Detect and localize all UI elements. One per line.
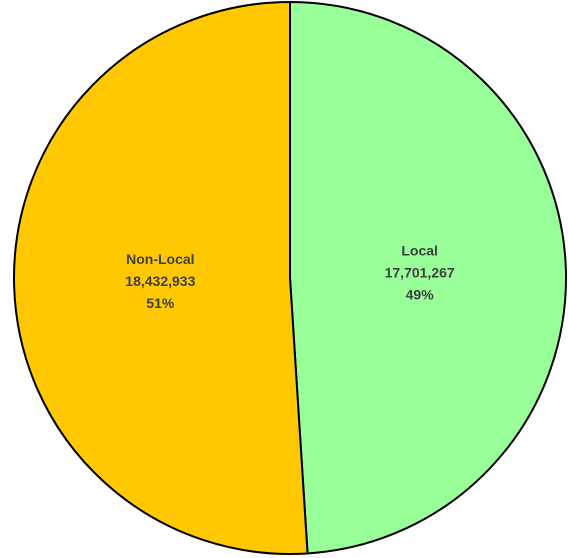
- pie-slice: [289, 1, 567, 555]
- slice-percent-label: 49%: [406, 287, 435, 303]
- slice-value-label: 17,701,267: [385, 265, 455, 281]
- slice-value-label: 18,432,933: [125, 273, 195, 289]
- slice-percent-label: 51%: [146, 295, 175, 311]
- slice-label: Local: [401, 243, 438, 259]
- pie-slice: [13, 1, 309, 555]
- slice-label: Non-Local: [126, 251, 194, 267]
